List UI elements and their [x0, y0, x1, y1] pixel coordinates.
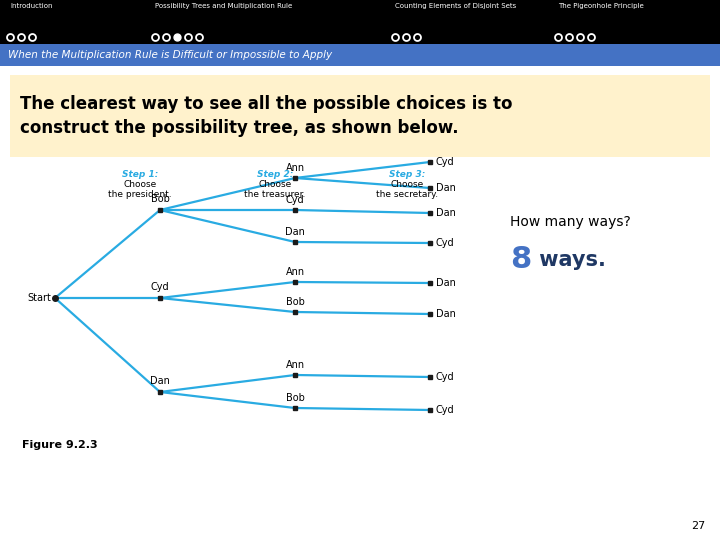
Bar: [0, 0, 720, 44]
Text: the treasurer.: the treasurer.: [244, 190, 306, 199]
Text: Choose: Choose: [390, 180, 423, 189]
Text: Introduction: Introduction: [10, 3, 53, 9]
Text: Dan: Dan: [436, 208, 456, 218]
Text: the president.: the president.: [108, 190, 172, 199]
Text: Cyd: Cyd: [150, 282, 169, 292]
Text: Bob: Bob: [286, 297, 305, 307]
Text: Ann: Ann: [285, 163, 305, 173]
Text: Counting Elements of Disjoint Sets: Counting Elements of Disjoint Sets: [395, 3, 516, 9]
Text: ways.: ways.: [532, 250, 606, 270]
Text: Possibility Trees and Multiplication Rule: Possibility Trees and Multiplication Rul…: [155, 3, 292, 9]
Text: When the Multiplication Rule is Difficult or Impossible to Apply: When the Multiplication Rule is Difficul…: [8, 50, 332, 60]
Text: Dan: Dan: [436, 183, 456, 193]
Text: Cyd: Cyd: [436, 405, 454, 415]
Text: Choose: Choose: [258, 180, 292, 189]
Text: 8: 8: [510, 246, 531, 274]
Text: Dan: Dan: [436, 309, 456, 319]
Bar: [10, 75, 710, 157]
Text: How many ways?: How many ways?: [510, 215, 631, 229]
Text: Dan: Dan: [436, 278, 456, 288]
Text: Start: Start: [27, 293, 51, 303]
Text: Ann: Ann: [285, 267, 305, 277]
Text: Ann: Ann: [285, 360, 305, 370]
Text: Cyd: Cyd: [436, 157, 454, 167]
Text: Dan: Dan: [150, 376, 170, 386]
Text: Bob: Bob: [286, 393, 305, 403]
Bar: [0, 44, 720, 66]
Text: Dan: Dan: [285, 227, 305, 237]
Text: Cyd: Cyd: [436, 238, 454, 248]
Text: The clearest way to see all the possible choices is to
construct the possibility: The clearest way to see all the possible…: [20, 95, 513, 137]
Text: Choose: Choose: [123, 180, 157, 189]
Text: 27: 27: [691, 521, 705, 531]
Text: Step 1:: Step 1:: [122, 170, 158, 179]
Text: Figure 9.2.3: Figure 9.2.3: [22, 440, 98, 450]
Text: The Pigeonhole Principle: The Pigeonhole Principle: [558, 3, 644, 9]
Text: the secretary.: the secretary.: [376, 190, 438, 199]
Text: Bob: Bob: [150, 194, 169, 204]
Text: Step 3:: Step 3:: [389, 170, 426, 179]
Text: Cyd: Cyd: [286, 195, 305, 205]
Text: Cyd: Cyd: [436, 372, 454, 382]
Text: Step 2:: Step 2:: [257, 170, 293, 179]
